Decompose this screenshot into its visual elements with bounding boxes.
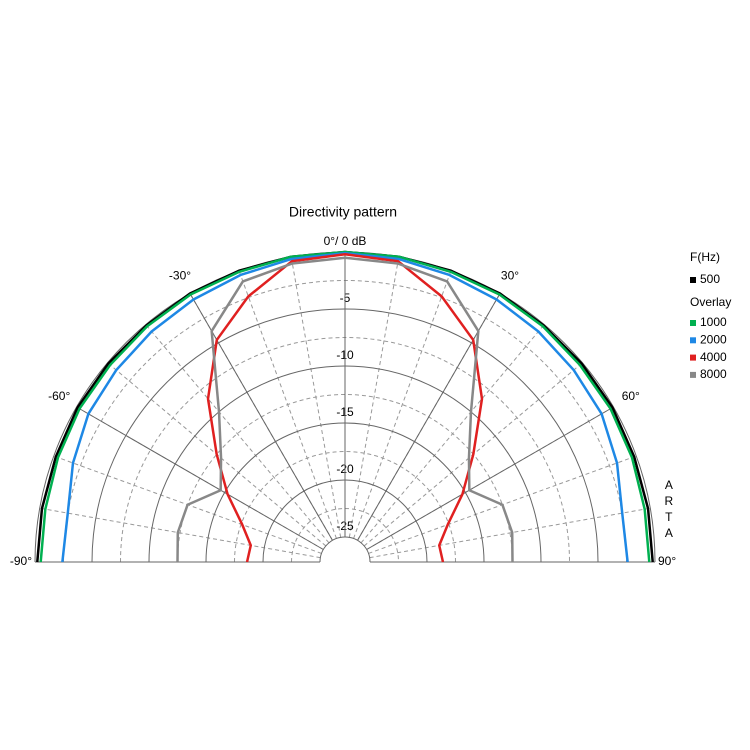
legend-swatch: [690, 277, 696, 283]
radial-line: [76, 406, 324, 550]
legend-swatch: [690, 354, 696, 361]
minor-radial: [290, 256, 342, 538]
legend-swatch: [690, 337, 696, 344]
radial-line: [189, 293, 333, 541]
legend-swatch: [690, 320, 696, 326]
theta-tick-label: 60°: [622, 389, 640, 403]
legend-swatch: [690, 371, 696, 378]
grid-ring: [319, 536, 371, 563]
minor-radial: [348, 256, 400, 538]
legend-label: 500: [700, 272, 720, 286]
minor-radial: [238, 270, 337, 539]
theta-tick-label: -30°: [169, 268, 191, 282]
legend-label: 8000: [700, 367, 727, 381]
minor-radial: [360, 324, 545, 544]
legend-title: F(Hz): [690, 250, 720, 264]
theta-tick-label: -60°: [48, 389, 70, 403]
theta-tick-label: -90°: [10, 554, 32, 568]
minor-ring: [291, 508, 399, 563]
r-tick-label: 0°/ 0 dB: [324, 234, 367, 248]
minor-ring: [177, 394, 513, 563]
minor-ring: [234, 451, 456, 563]
minor-radial: [145, 324, 330, 544]
chart-title: Directivity pattern: [289, 204, 397, 220]
series-line: [176, 256, 514, 563]
legend-label: 2000: [700, 332, 727, 346]
watermark: ARTA: [662, 478, 676, 542]
overlay-title: Overlay: [690, 295, 731, 309]
series-line: [206, 253, 484, 563]
theta-tick-label: 30°: [501, 268, 519, 282]
theta-tick-label: 90°: [658, 554, 676, 568]
minor-radial: [39, 507, 321, 559]
legend-label: 4000: [700, 350, 727, 364]
minor-radial: [369, 507, 651, 559]
minor-radial: [353, 270, 452, 539]
radial-line: [357, 293, 501, 541]
radial-line: [366, 406, 614, 550]
legend-label: 1000: [700, 315, 727, 329]
